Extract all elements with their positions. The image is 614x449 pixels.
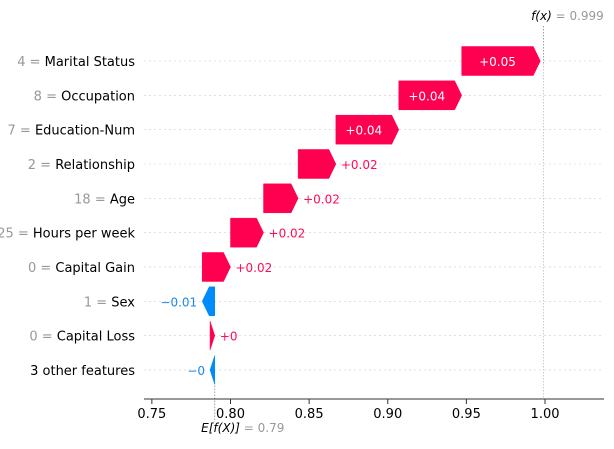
contribution-bar bbox=[230, 217, 264, 248]
feature-label: 3 other features bbox=[30, 364, 135, 379]
base-value-number: 0.79 bbox=[258, 421, 285, 435]
row-gridlines bbox=[144, 60, 604, 371]
x-tick-label: 0.85 bbox=[295, 407, 324, 422]
contribution-bars: +0.05 +0.04 +0.04 +0.02 +0.02 +0.02 +0.02 −0.01… bbox=[160, 46, 541, 385]
final-value-eq: = bbox=[552, 9, 570, 23]
base-value-expr: E[f(X)] bbox=[201, 421, 240, 435]
contribution-bar bbox=[201, 252, 231, 282]
contribution-label: +0.02 bbox=[269, 227, 306, 241]
contribution-bar bbox=[263, 183, 299, 214]
x-tick-label: 0.95 bbox=[452, 407, 481, 422]
feature-value: 0 = bbox=[28, 261, 55, 276]
x-tick-label: 1.00 bbox=[531, 407, 560, 422]
contribution-label: +0 bbox=[220, 330, 238, 344]
contribution-label: −0 bbox=[187, 364, 205, 378]
feature-name: Education-Num bbox=[35, 124, 135, 139]
feature-label: 0 = Capital Gain bbox=[28, 261, 135, 276]
feature-name: Occupation bbox=[61, 89, 135, 104]
feature-label: 7 = Education-Num bbox=[8, 124, 135, 139]
contribution-bar bbox=[461, 46, 541, 76]
feature-labels: 4 = Marital Status 8 = Occupation 7 = Educ… bbox=[0, 55, 135, 379]
x-tick-label: 0.80 bbox=[216, 407, 245, 422]
contribution-label: −0.01 bbox=[160, 295, 197, 309]
x-tick-label: 0.75 bbox=[137, 407, 166, 422]
contribution-label: +0.04 bbox=[408, 89, 445, 103]
feature-name: Age bbox=[110, 192, 135, 207]
feature-value: 4 = bbox=[17, 55, 44, 70]
feature-value: 7 = bbox=[8, 124, 35, 139]
contribution-label: +0.04 bbox=[345, 124, 382, 138]
feature-value: 8 = bbox=[34, 89, 61, 104]
feature-value: 18 = bbox=[74, 192, 110, 207]
base-value-label: E[f(X)] = 0.79 bbox=[201, 421, 284, 435]
x-tick-label: 0.90 bbox=[373, 407, 402, 422]
contribution-bar bbox=[297, 149, 337, 179]
feature-value: 25 = bbox=[0, 227, 33, 242]
contribution-label: +0.02 bbox=[235, 261, 272, 275]
feature-name: Capital Loss bbox=[57, 330, 135, 345]
final-value-expr: f(x) bbox=[531, 9, 552, 23]
base-value-eq: = bbox=[240, 421, 258, 435]
feature-name: 3 other features bbox=[30, 364, 135, 379]
feature-name: Marital Status bbox=[45, 55, 136, 70]
contribution-label: +0.02 bbox=[341, 158, 378, 172]
feature-label: 2 = Relationship bbox=[28, 158, 135, 173]
reference-lines bbox=[214, 26, 544, 422]
contribution-bar bbox=[398, 80, 462, 111]
contribution-bar bbox=[335, 114, 400, 145]
feature-label: 4 = Marital Status bbox=[17, 55, 135, 70]
x-axis: 0.75 0.80 0.85 0.90 0.95 1.00 bbox=[137, 398, 604, 422]
feature-label: 8 = Occupation bbox=[34, 89, 135, 104]
contribution-bar bbox=[201, 286, 216, 317]
contribution-label: +0.02 bbox=[303, 192, 340, 206]
contribution-bar bbox=[209, 355, 216, 385]
contribution-label: +0.05 bbox=[479, 55, 516, 69]
feature-value: 2 = bbox=[28, 158, 55, 173]
final-value-label: f(x) = 0.999 bbox=[531, 9, 604, 23]
feature-value: 0 = bbox=[29, 330, 56, 345]
feature-name: Sex bbox=[111, 295, 135, 310]
final-value-number: 0.999 bbox=[569, 9, 603, 23]
feature-label: 1 = Sex bbox=[84, 295, 135, 310]
feature-label: 25 = Hours per week bbox=[0, 227, 135, 242]
contribution-bar bbox=[209, 321, 216, 351]
feature-name: Hours per week bbox=[33, 227, 136, 242]
feature-label: 0 = Capital Loss bbox=[29, 330, 135, 345]
feature-name: Relationship bbox=[55, 158, 135, 173]
feature-value: 1 = bbox=[84, 295, 111, 310]
feature-label: 18 = Age bbox=[74, 192, 135, 207]
feature-name: Capital Gain bbox=[55, 261, 135, 276]
